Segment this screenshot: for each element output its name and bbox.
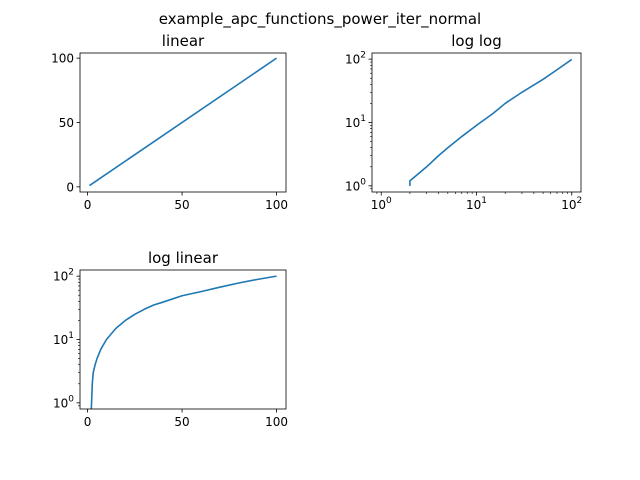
linear-series-line bbox=[88, 57, 278, 187]
log-linear-y-tick-label: 102 bbox=[53, 268, 74, 284]
log-log-y-tick-label: 101 bbox=[345, 114, 366, 130]
log-linear-x-tick-label: 50 bbox=[174, 415, 189, 429]
log-linear-x-tick-label: 0 bbox=[84, 415, 92, 429]
linear-y-tick-label: 50 bbox=[59, 116, 74, 130]
log-linear-x-tick-label: 100 bbox=[265, 415, 288, 429]
log-log-x-tick-label: 101 bbox=[466, 196, 487, 212]
subplot-log-log: log log 100 101 102 100 101 102 bbox=[345, 32, 582, 212]
linear-x-tick-label: 0 bbox=[84, 198, 92, 212]
subplot-log-linear: log linear 0 50 100 100 101 102 bbox=[53, 249, 288, 429]
linear-axes-frame bbox=[79, 52, 287, 193]
linear-y-tick-label: 0 bbox=[66, 180, 74, 194]
log-log-x-tick-label: 100 bbox=[371, 196, 392, 212]
log-linear-title: log linear bbox=[148, 249, 219, 267]
log-log-axes-frame bbox=[371, 52, 582, 193]
log-log-series-line bbox=[409, 58, 573, 186]
log-linear-axes-frame bbox=[79, 269, 287, 410]
log-linear-y-tick-label: 100 bbox=[53, 394, 74, 410]
linear-x-tick-label: 100 bbox=[265, 198, 288, 212]
log-linear-y-tick-label: 101 bbox=[53, 331, 74, 347]
linear-x-tick-label: 50 bbox=[174, 198, 189, 212]
log-log-title: log log bbox=[451, 32, 502, 50]
log-log-y-tick-label: 102 bbox=[345, 51, 366, 67]
figure-suptitle: example_apc_functions_power_iter_normal bbox=[159, 10, 481, 29]
log-log-y-tick-label: 100 bbox=[345, 177, 366, 193]
log-log-x-tick-label: 102 bbox=[561, 196, 582, 212]
linear-title: linear bbox=[162, 32, 205, 50]
log-linear-series-line bbox=[90, 275, 277, 409]
subplot-linear: linear 0 50 100 0 50 100 bbox=[51, 32, 288, 212]
linear-y-tick-label: 100 bbox=[51, 52, 74, 66]
